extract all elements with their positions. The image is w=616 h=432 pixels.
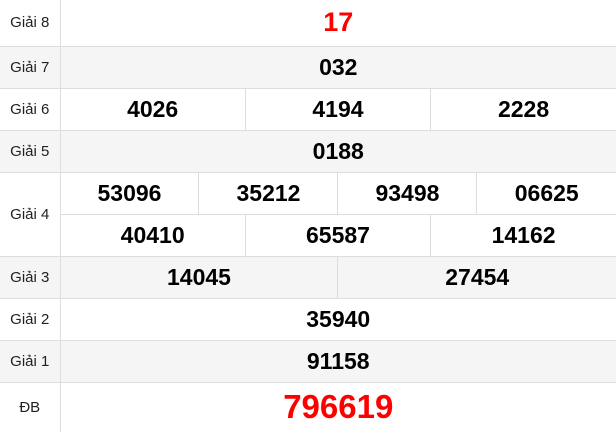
prize-row-giai-4b: 40410 65587 14162 [0,213,616,257]
prize-number: 35940 [59,297,616,341]
prize-label: Giải 5 [0,129,61,173]
prize-label: Giải 1 [0,339,61,383]
prize-row-giai-2: Giải 2 35940 [0,297,616,341]
prize-number: 4026 [59,87,246,131]
prize-number: 53096 [59,171,200,215]
prize-row-db: ĐB 796619 [0,381,616,432]
prize-number: 4194 [244,87,432,131]
prize-row-giai-3: Giải 3 14045 27454 [0,255,616,299]
prize-label: Giải 3 [0,255,61,299]
prize-number: 0188 [59,129,616,173]
prize-label: Giải 2 [0,297,61,341]
prize-row-giai-5: Giải 5 0188 [0,129,616,173]
prize-number: 796619 [59,381,616,432]
prize-label: Giải 7 [0,45,61,89]
prize-label: Giải 8 [0,0,61,47]
prize-number: 032 [59,45,616,89]
prize-number: 27454 [337,255,616,299]
prize-row-giai-8: Giải 8 17 [0,0,616,47]
prize-row-giai-6: Giải 6 4026 4194 2228 [0,87,616,131]
prize-label: Giải 4 [0,171,61,257]
prize-number: 35212 [198,171,339,215]
prize-number: 91158 [59,339,616,383]
prize-row-giai-1: Giải 1 91158 [0,339,616,383]
prize-label: Giải 6 [0,87,61,131]
prize-number: 65587 [244,213,432,257]
prize-label: ĐB [0,381,61,432]
prize-number: 06625 [476,171,616,215]
prize-number: 93498 [337,171,478,215]
prize-number: 17 [59,0,616,47]
prize-number: 2228 [430,87,616,131]
prize-number: 14045 [59,255,339,299]
prize-row-giai-7: Giải 7 032 [0,45,616,89]
prize-row-giai-4: Giải 4 53096 35212 93498 06625 [0,171,616,257]
prize-number: 40410 [59,213,246,257]
prize-number: 14162 [430,213,616,257]
